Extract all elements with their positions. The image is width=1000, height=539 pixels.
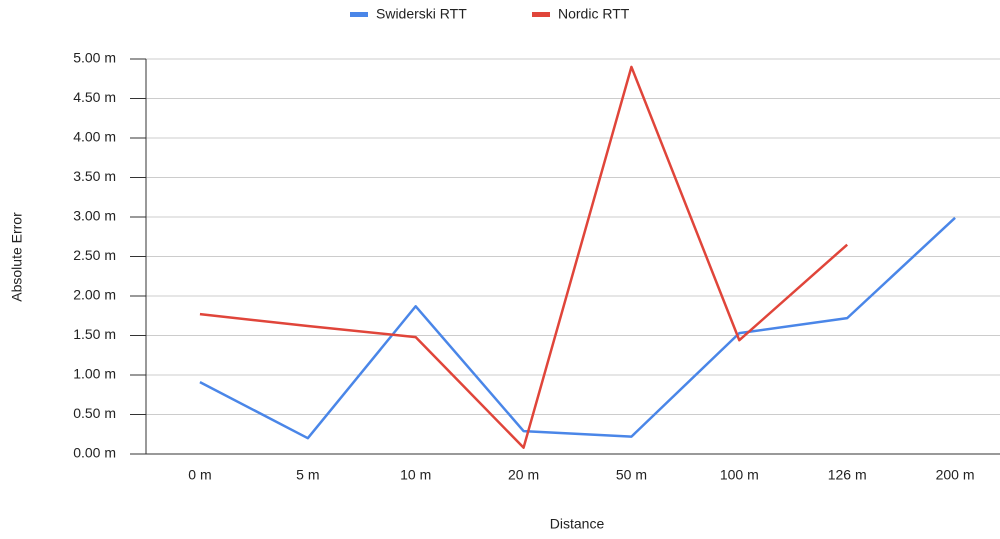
x-tick-label: 20 m: [508, 467, 539, 483]
y-tick-label: 3.00 m: [73, 208, 116, 224]
x-tick-label: 10 m: [400, 467, 431, 483]
y-tick-label: 5.00 m: [73, 50, 116, 66]
y-tick-label: 2.00 m: [73, 287, 116, 303]
x-tick-label: 100 m: [720, 467, 759, 483]
y-tick-label: 0.00 m: [73, 445, 116, 461]
legend-swatch: [532, 12, 550, 17]
series-line: [199, 65, 849, 449]
y-tick-label: 2.50 m: [73, 247, 116, 263]
y-axis-label: Absolute Error: [9, 212, 25, 302]
x-tick-label: 126 m: [828, 467, 867, 483]
x-tick-label: 200 m: [936, 467, 975, 483]
y-tick-label: 0.50 m: [73, 405, 116, 421]
x-tick-label: 50 m: [616, 467, 647, 483]
y-tick-label: 3.50 m: [73, 168, 116, 184]
y-tick-label: 1.00 m: [73, 366, 116, 382]
y-tick-label: 4.00 m: [73, 129, 116, 145]
series-line: [199, 216, 956, 440]
x-axis-label: Distance: [550, 516, 605, 532]
y-tick-label: 4.50 m: [73, 89, 116, 105]
x-tick-label: 5 m: [296, 467, 319, 483]
legend-label: Swiderski RTT: [376, 6, 467, 22]
x-tick-label: 0 m: [188, 467, 211, 483]
legend-label: Nordic RTT: [558, 6, 630, 22]
legend-swatch: [350, 12, 368, 17]
y-tick-label: 1.50 m: [73, 326, 116, 342]
